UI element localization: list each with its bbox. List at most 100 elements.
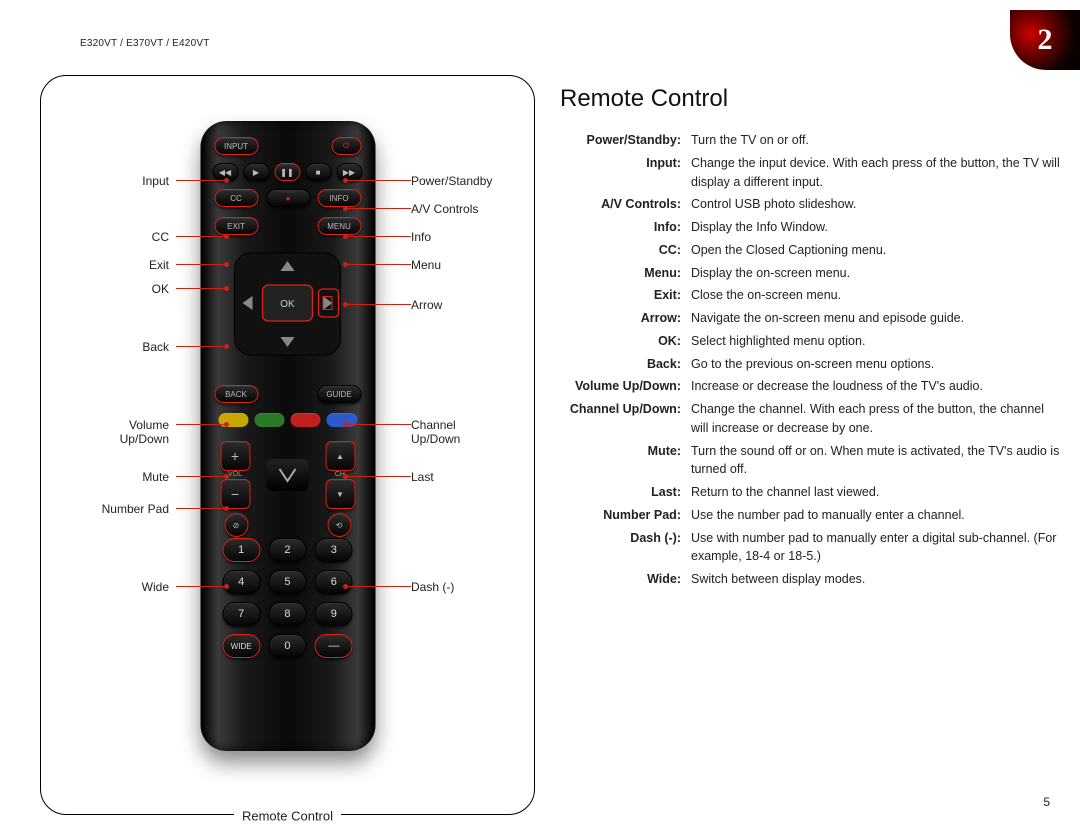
callout-label-left: Number Pad: [89, 502, 169, 516]
callout-label-right: Dash (-): [411, 580, 454, 594]
definition-row: CCOpen the Closed Captioning menu.: [560, 241, 1060, 260]
callout-label-left: Mute: [89, 470, 169, 484]
definition-row: LastReturn to the channel last viewed.: [560, 483, 1060, 502]
leader-line: [176, 586, 226, 587]
page-number: 5: [1043, 795, 1050, 809]
number-pad: 1 2 3 4 5 6 7 8 9 WIDE 0 —: [222, 538, 353, 658]
section-title: Remote Control: [560, 85, 1060, 113]
callout-label-left: Volume Up/Down: [89, 418, 169, 446]
cc-button: CC: [214, 189, 258, 207]
definition-desc: Switch between display modes.: [685, 570, 1060, 589]
definition-desc: Open the Closed Captioning menu.: [685, 241, 1060, 260]
callout-label-left: Exit: [89, 258, 169, 272]
definition-row: MuteTurn the sound off or on. When mute …: [560, 442, 1060, 480]
definition-desc: Increase or decrease the loudness of the…: [685, 377, 1060, 396]
definition-term: CC: [560, 241, 685, 260]
definition-row: Dash (-)Use with number pad to manually …: [560, 529, 1060, 567]
definition-desc: Turn the TV on or off.: [685, 131, 1060, 150]
chapter-number: 2: [1038, 23, 1053, 57]
definition-term: A/V Controls: [560, 195, 685, 214]
definition-row: ExitClose the on-screen menu.: [560, 286, 1060, 305]
callout-label-right: Arrow: [411, 298, 442, 312]
definition-row: Power/StandbyTurn the TV on or off.: [560, 131, 1060, 150]
definition-term: Wide: [560, 570, 685, 589]
last-button: ⟲: [327, 513, 351, 537]
leader-line: [176, 180, 226, 181]
num-0: 0: [268, 634, 306, 658]
chapter-badge: 2: [1010, 10, 1080, 70]
definition-desc: Select highlighted menu option.: [685, 332, 1060, 351]
callout-label-right: Menu: [411, 258, 441, 272]
definition-list: Power/StandbyTurn the TV on or off. Input…: [560, 131, 1060, 589]
definition-row: OKSelect highlighted menu option.: [560, 332, 1060, 351]
definition-desc: Turn the sound off or on. When mute is a…: [685, 442, 1060, 480]
definition-term: Power/Standby: [560, 131, 685, 150]
definition-desc: Use the number pad to manually enter a c…: [685, 506, 1060, 525]
definition-desc: Navigate the on-screen menu and episode …: [685, 309, 1060, 328]
power-button: ⏻: [331, 137, 361, 155]
record-button: ●: [266, 189, 310, 207]
callout-label-left: OK: [89, 282, 169, 296]
remote-diagram: INPUT ⏻ ◀◀ ▶ ❚❚ ■ ▶▶ CC ● INFO EXIT MENU…: [200, 121, 375, 751]
callout-label-left: Input: [89, 174, 169, 188]
leader-line: [346, 424, 411, 425]
ffwd-button: ▶▶: [336, 163, 362, 181]
leader-line: [346, 304, 411, 305]
input-button: INPUT: [214, 137, 258, 155]
definition-desc: Go to the previous on-screen menu option…: [685, 355, 1060, 374]
definition-desc: Change the channel. With each press of t…: [685, 400, 1060, 438]
definition-term: Channel Up/Down: [560, 400, 685, 438]
definition-row: ArrowNavigate the on-screen menu and epi…: [560, 309, 1060, 328]
play-button: ▶: [243, 163, 269, 181]
svg-text:OK: OK: [280, 299, 295, 310]
num-8: 8: [268, 602, 306, 626]
definition-row: Volume Up/DownIncrease or decrease the l…: [560, 377, 1060, 396]
definition-term: Last: [560, 483, 685, 502]
num-7: 7: [222, 602, 260, 626]
dash-button: —: [315, 634, 353, 658]
leader-line: [176, 508, 226, 509]
leader-line: [176, 424, 226, 425]
definition-row: Number PadUse the number pad to manually…: [560, 506, 1060, 525]
vol-down-button: −: [220, 479, 250, 509]
wide-button: WIDE: [222, 634, 260, 658]
num-2: 2: [268, 538, 306, 562]
num-4: 4: [222, 570, 260, 594]
callout-label-right: Channel Up/Down: [411, 418, 460, 446]
ch-down-button: ▼: [325, 479, 355, 509]
vol-up-button: +: [220, 441, 250, 471]
leader-line: [346, 586, 411, 587]
leader-line: [346, 264, 411, 265]
remote-body: INPUT ⏻ ◀◀ ▶ ❚❚ ■ ▶▶ CC ● INFO EXIT MENU…: [200, 121, 375, 751]
definition-desc: Change the input device. With each press…: [685, 154, 1060, 192]
definition-term: Exit: [560, 286, 685, 305]
num-5: 5: [268, 570, 306, 594]
definition-row: Channel Up/DownChange the channel. With …: [560, 400, 1060, 438]
definition-term: Volume Up/Down: [560, 377, 685, 396]
callout-label-left: CC: [89, 230, 169, 244]
leader-line: [176, 476, 226, 477]
callout-label-right: Info: [411, 230, 431, 244]
definition-term: Number Pad: [560, 506, 685, 525]
leader-line: [346, 208, 411, 209]
info-button: INFO: [317, 189, 361, 207]
callout-label-right: Last: [411, 470, 434, 484]
num-9: 9: [315, 602, 353, 626]
definition-term: Back: [560, 355, 685, 374]
figure-caption: Remote Control: [234, 809, 341, 824]
definition-desc: Display the Info Window.: [685, 218, 1060, 237]
definition-desc: Control USB photo slideshow.: [685, 195, 1060, 214]
definition-term: Menu: [560, 264, 685, 283]
callout-label-right: Power/Standby: [411, 174, 492, 188]
callout-label-left: Wide: [89, 580, 169, 594]
leader-line: [346, 476, 411, 477]
model-header: E320VT / E370VT / E420VT: [80, 38, 210, 49]
definition-term: Dash (-): [560, 529, 685, 567]
num-3: 3: [315, 538, 353, 562]
definition-row: InputChange the input device. With each …: [560, 154, 1060, 192]
definition-desc: Display the on-screen menu.: [685, 264, 1060, 283]
leader-line: [176, 264, 226, 265]
vol-label: VOL: [228, 471, 242, 478]
definition-desc: Close the on-screen menu.: [685, 286, 1060, 305]
menu-button: MENU: [317, 217, 361, 235]
